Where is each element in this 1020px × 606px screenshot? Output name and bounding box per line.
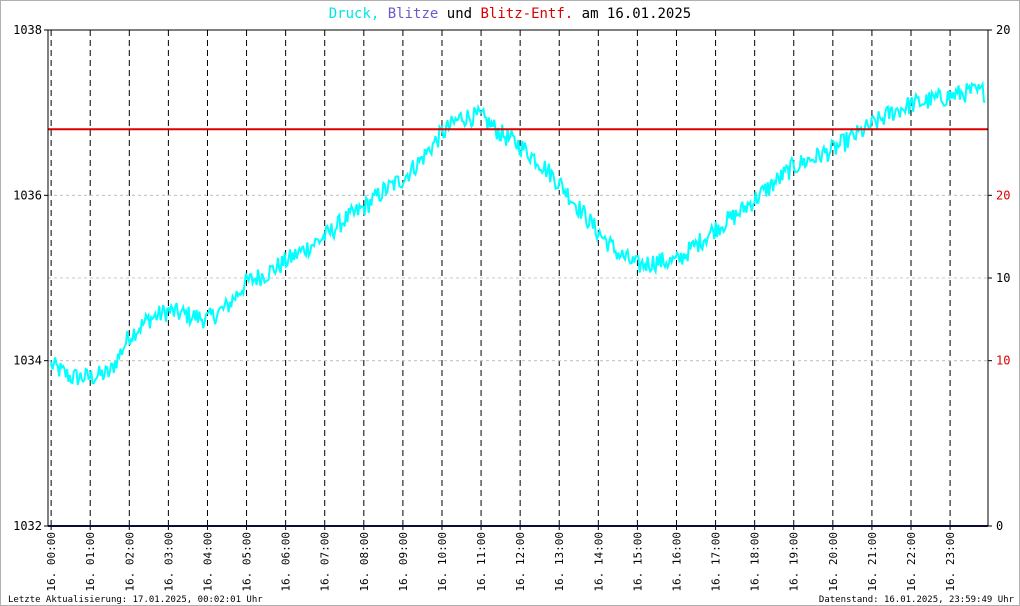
x-tick-label: 16. 01:00 bbox=[84, 532, 97, 592]
title-part: Blitze bbox=[379, 6, 438, 22]
y-tick-label-left: 1034 bbox=[13, 354, 42, 368]
x-tick-label: 16. 17:00 bbox=[710, 532, 723, 592]
y-tick-label-left: 1032 bbox=[13, 519, 42, 533]
title-part: und bbox=[438, 6, 472, 22]
x-tick-label: 16. 09:00 bbox=[397, 532, 410, 592]
x-tick-label: 16. 19:00 bbox=[788, 532, 801, 592]
title-part: am 16.01.2025 bbox=[573, 6, 691, 22]
x-tick-label: 16. 03:00 bbox=[162, 532, 175, 592]
x-tick-label: 16. 08:00 bbox=[358, 532, 371, 592]
x-tick-label: 16. 05:00 bbox=[241, 532, 254, 592]
x-tick-label: 16. 16:00 bbox=[670, 532, 683, 592]
x-tick-label: 16. 11:00 bbox=[475, 532, 488, 592]
y-axis-right: 0 10 10 20 20 bbox=[988, 23, 1010, 533]
series-druck bbox=[50, 80, 986, 386]
x-tick-label: 16. 07:00 bbox=[319, 532, 332, 592]
x-tick-label: 16. 20:00 bbox=[827, 532, 840, 592]
plot-area bbox=[47, 29, 989, 527]
x-tick-label: 16. 15:00 bbox=[631, 532, 644, 592]
x-tick-label: 16. 22:00 bbox=[905, 532, 918, 592]
x-tick-label: 16. 10:00 bbox=[436, 532, 449, 592]
x-tick-label: 16. 23:00 bbox=[944, 532, 957, 592]
x-tick-label: 16. 06:00 bbox=[280, 532, 293, 592]
y-tick-label-right: 20 bbox=[996, 23, 1010, 37]
x-tick-label: 16. 18:00 bbox=[749, 532, 762, 592]
y-tick-label-left: 1038 bbox=[13, 23, 42, 37]
x-tick-label: 16. 04:00 bbox=[201, 532, 214, 592]
y-tick-label-right: 10 bbox=[996, 354, 1010, 368]
y-axis-left: 1032 1034 1036 1038 bbox=[13, 23, 48, 533]
x-tick-label: 16. 12:00 bbox=[514, 532, 527, 592]
y-tick-label-right: 10 bbox=[996, 271, 1010, 285]
title-part: Druck, bbox=[329, 6, 380, 22]
chart-title: Druck, Blitze und Blitz-Entf. am 16.01.2… bbox=[329, 6, 691, 22]
x-tick-label: 16. 13:00 bbox=[553, 532, 566, 592]
x-tick-label: 16. 14:00 bbox=[592, 532, 605, 592]
x-tick-label: 16. 00:00 bbox=[45, 532, 58, 592]
x-tick-label: 16. 21:00 bbox=[866, 532, 879, 592]
y-tick-label-left: 1036 bbox=[13, 188, 42, 202]
x-tick-label: 16. 02:00 bbox=[123, 532, 136, 592]
y-tick-label-right: 20 bbox=[996, 188, 1010, 202]
footer-left: Letzte Aktualisierung: 17.01.2025, 00:02… bbox=[8, 595, 263, 605]
x-axis: 16. 00:00 16. 01:00 16. 02:00 16. 03:00 16. … bbox=[45, 526, 957, 592]
footer-right: Datenstand: 16.01.2025, 23:59:49 Uhr bbox=[819, 595, 1015, 605]
title-part: Blitz-Entf. bbox=[472, 6, 573, 22]
y-tick-label-right: 0 bbox=[996, 519, 1003, 533]
